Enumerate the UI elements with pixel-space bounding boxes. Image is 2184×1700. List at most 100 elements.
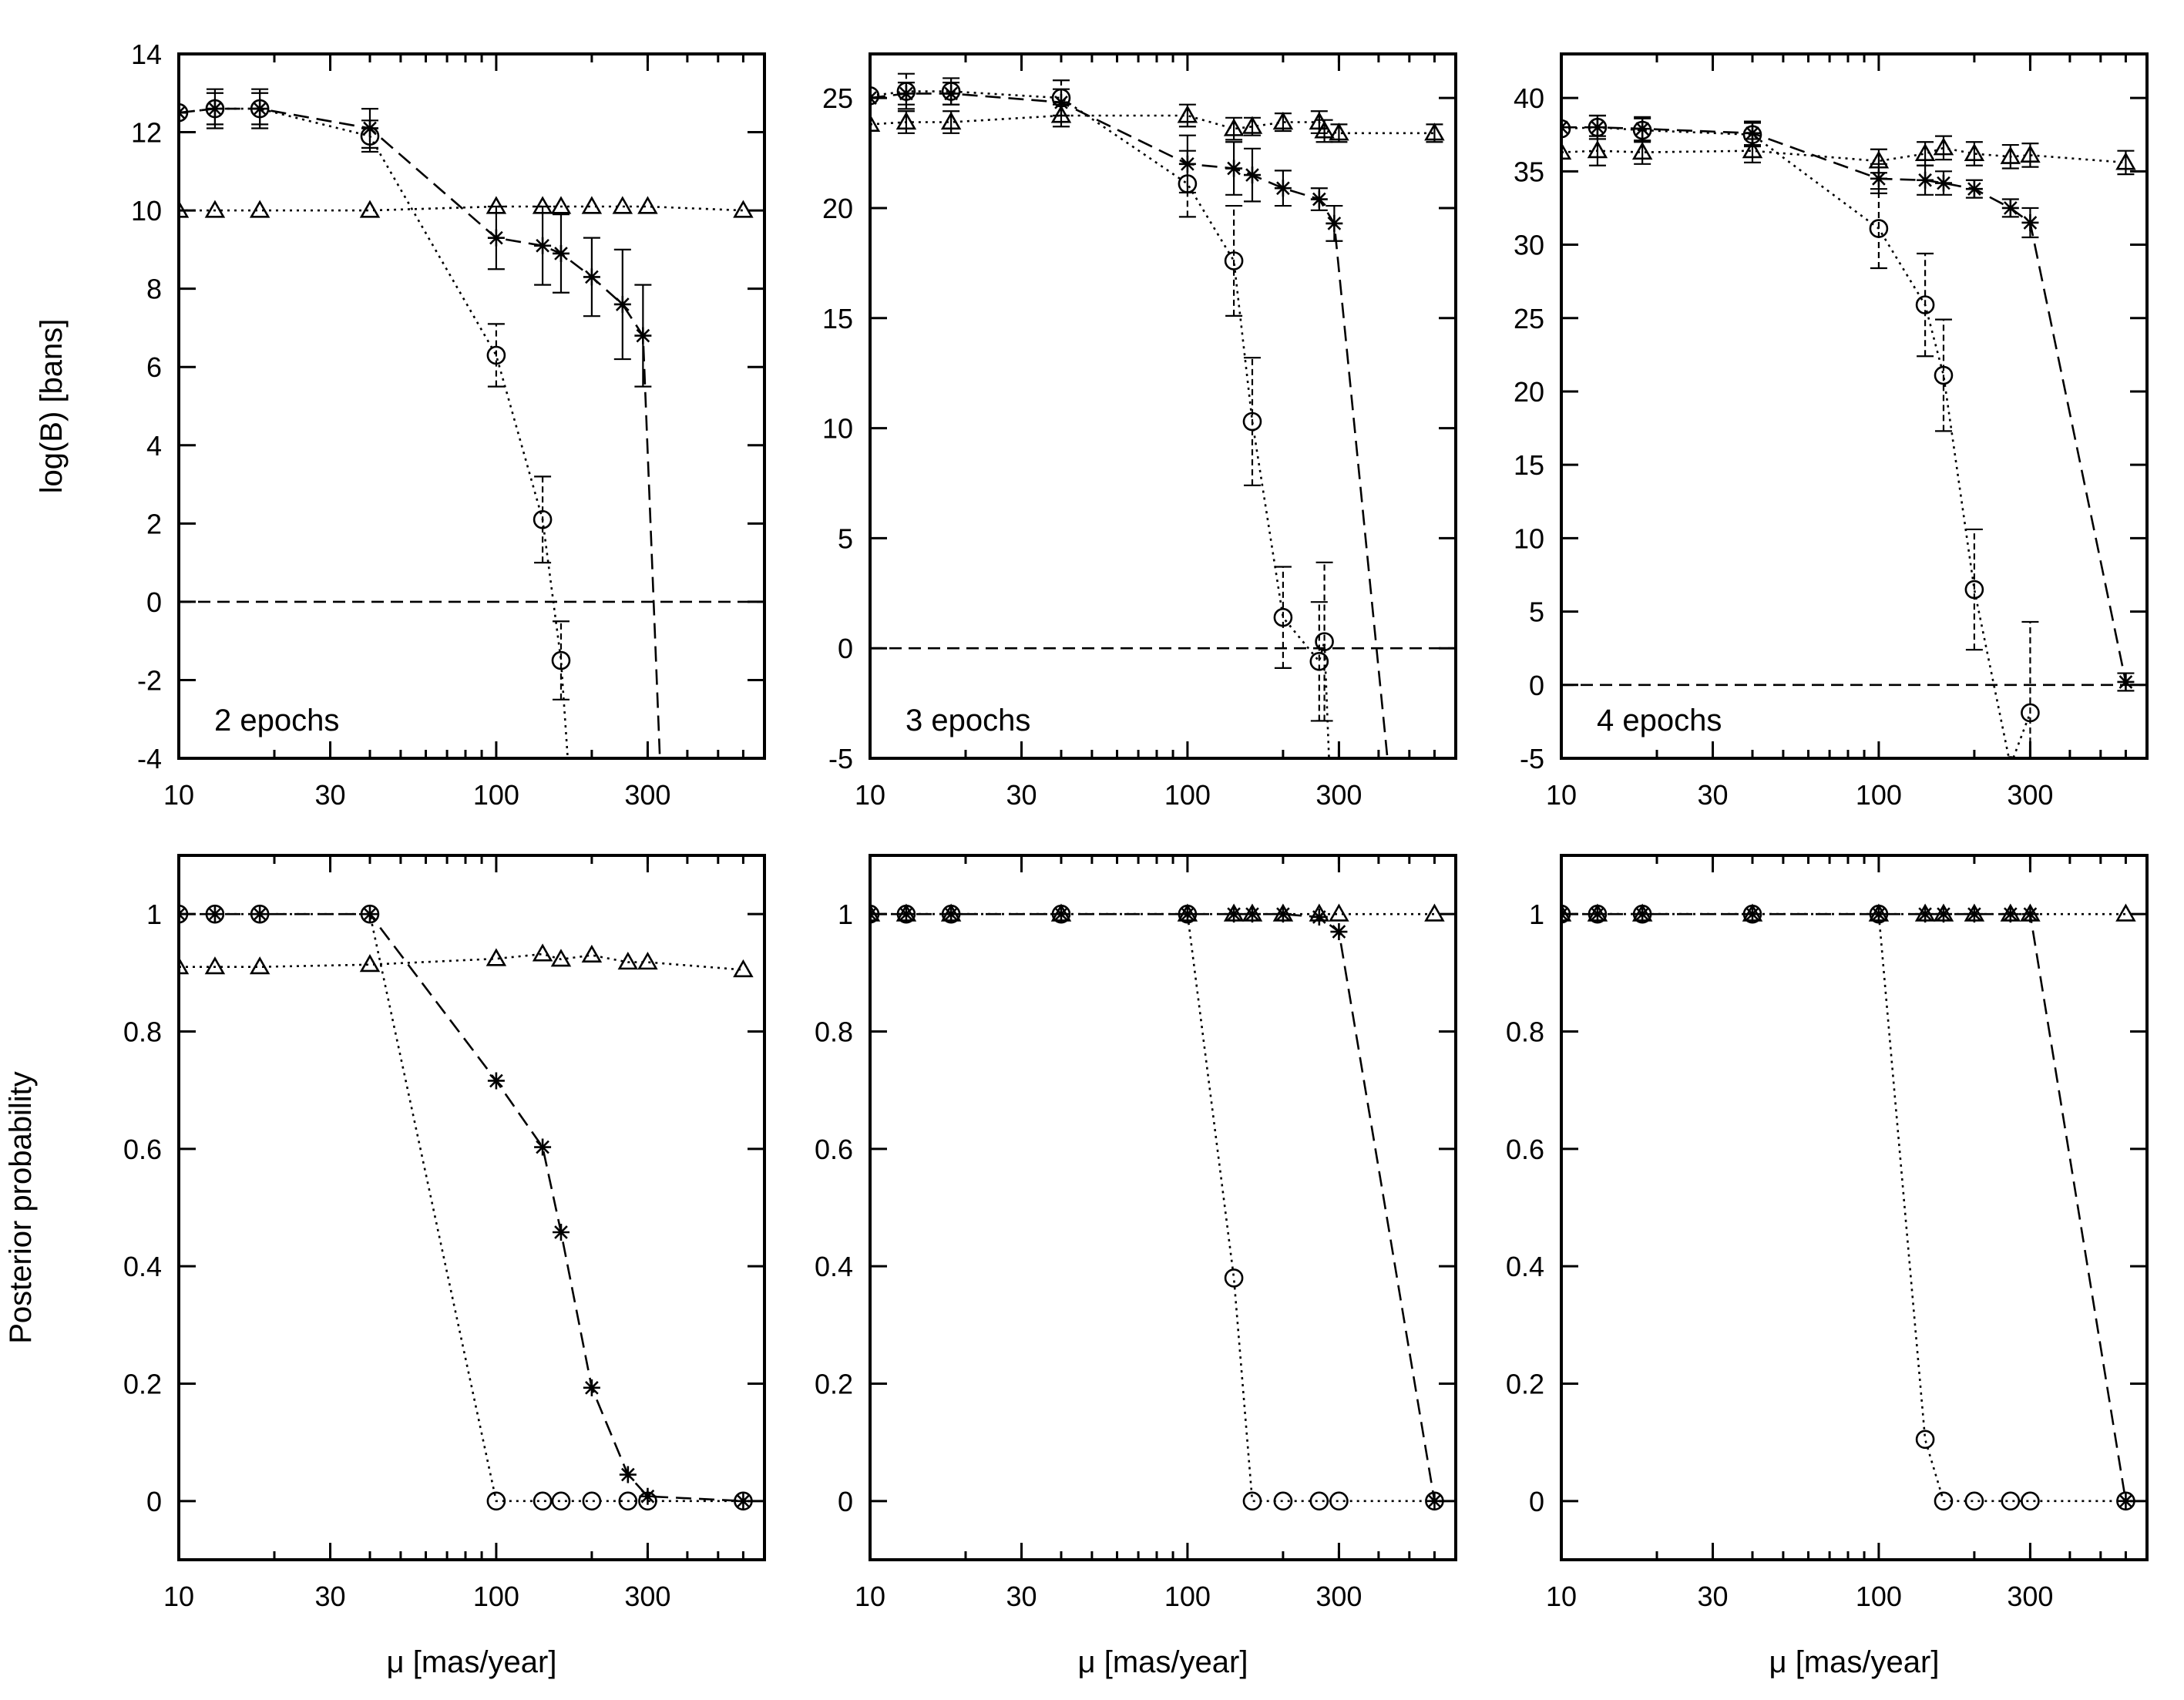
y-axis-title-bottom: Posterior probability (4, 1071, 38, 1344)
x-tick-label: 300 (1315, 1581, 1362, 1612)
y-tick-label: 10 (131, 195, 162, 227)
y-tick-label: 6 (146, 351, 162, 383)
triangles-point (1868, 903, 1890, 922)
triangles-point (1242, 116, 1263, 134)
stars-point (534, 1138, 552, 1156)
triangles-point (1631, 141, 1653, 160)
triangles-point (1742, 903, 1763, 922)
circles-error-bar (1243, 357, 1261, 486)
series-circles (1561, 904, 2135, 1511)
y-tick-label: 25 (1514, 303, 1544, 334)
y-tick-label: 14 (131, 39, 162, 70)
panel-label: 2 epochs (214, 704, 339, 737)
stars-point (1178, 905, 1196, 923)
triangles-point (359, 954, 381, 973)
y-tick-label: 5 (838, 522, 853, 554)
triangles-point (2020, 903, 2041, 922)
stars-point (534, 237, 552, 254)
stars-line (870, 92, 1389, 758)
stars-point (1326, 214, 1343, 232)
triangles-point (1309, 111, 1330, 130)
y-tick-label: 0.8 (1506, 1016, 1544, 1048)
x-tick-label: 30 (1698, 1581, 1729, 1612)
y-tick-label: 35 (1514, 156, 1544, 187)
stars-point (1052, 905, 1070, 923)
stars-point (1426, 1492, 1443, 1510)
x-tick-label: 30 (1006, 779, 1037, 811)
triangles-point (581, 944, 603, 963)
y-tick-label: 0.2 (1506, 1369, 1544, 1400)
triangles-point (1223, 903, 1245, 922)
stars-point (619, 1466, 637, 1483)
circles-point (1273, 607, 1293, 627)
stars-point (613, 295, 631, 313)
x-axis-title-right: μ [mas/year] (1769, 1645, 1940, 1679)
triangles-point (1424, 123, 1445, 141)
stars-point (2117, 673, 2135, 690)
circles-point (1321, 761, 1338, 778)
x-tick-label: 300 (624, 779, 670, 811)
stars-point (361, 905, 378, 923)
x-tick-label: 100 (1164, 1581, 1211, 1612)
circles-point (1309, 652, 1329, 671)
triangles-point (550, 949, 572, 967)
stars-point (734, 1492, 752, 1510)
triangles-point (1964, 903, 1985, 922)
stars-point (2021, 213, 2039, 231)
stars-point (942, 85, 960, 102)
y-tick-label: 0 (838, 633, 853, 664)
panel-bottom-middle: 10 30 100 300 0 0.2 0.4 0.6 0.8 1 (815, 854, 1457, 1612)
stars-point (1243, 166, 1261, 184)
triangles-point (1933, 137, 1954, 156)
triangles-line (179, 952, 744, 971)
x-tick-label: 30 (315, 779, 346, 811)
triangles-point (1561, 141, 1572, 160)
triangles-point (486, 196, 507, 214)
triangles-point (532, 196, 553, 214)
circles-point (2021, 703, 2040, 723)
plot-frame (869, 52, 1457, 760)
triangles-point (1177, 903, 1198, 922)
triangles-point (2020, 144, 2041, 163)
y-tick-label: -5 (1520, 743, 1544, 774)
series-circles (870, 904, 1444, 1511)
x-tick-label: 100 (473, 779, 519, 811)
series-circles (870, 72, 1338, 778)
x-tick-label: 100 (1856, 779, 1902, 811)
series-stars (870, 905, 1443, 1510)
y-tick-label: -4 (137, 743, 162, 774)
circles-point (486, 1491, 506, 1511)
circles-line (870, 90, 1330, 758)
circles-point (1934, 365, 1954, 385)
stars-point (1274, 905, 1292, 923)
stars-point (942, 905, 960, 923)
stars-point (1225, 160, 1243, 177)
y-tick-label: 12 (131, 117, 162, 149)
series-stars (179, 88, 661, 758)
circles-point (870, 86, 880, 106)
stars-point (897, 85, 915, 102)
y-tick-label: 0.4 (123, 1251, 162, 1282)
stars-line (1561, 912, 2127, 1502)
y-tick-label: 40 (1514, 82, 1544, 114)
circles-point (1915, 295, 1935, 314)
x-tick-label: 30 (1006, 1581, 1037, 1612)
y-tick-label: 0 (838, 1486, 853, 1517)
circles-point (533, 1491, 553, 1511)
stars-point (251, 100, 269, 118)
series-triangles (1561, 135, 2136, 176)
x-tick-label: 100 (473, 1581, 519, 1612)
series-stars (1561, 905, 2135, 1510)
y-tick-label: 0.2 (815, 1369, 853, 1400)
y-tick-label: 0 (1529, 670, 1544, 701)
y-axis-title-top: log(B) [bans] (35, 319, 69, 494)
panel-bottom-right: 10 30 100 300 0 0.2 0.4 0.6 0.8 1 (1506, 854, 2149, 1612)
stars-point (1917, 171, 1934, 189)
circles-point (1915, 1430, 1935, 1450)
plot-frame (869, 854, 1457, 1561)
panel-top-left: 10 30 100 300 -4 -2 0 2 4 6 8 10 12 14 2 epochs (131, 39, 766, 811)
stars-point (1965, 180, 1983, 198)
stars-point (552, 244, 570, 262)
stars-point (1330, 923, 1348, 941)
circles-point (1242, 412, 1262, 432)
